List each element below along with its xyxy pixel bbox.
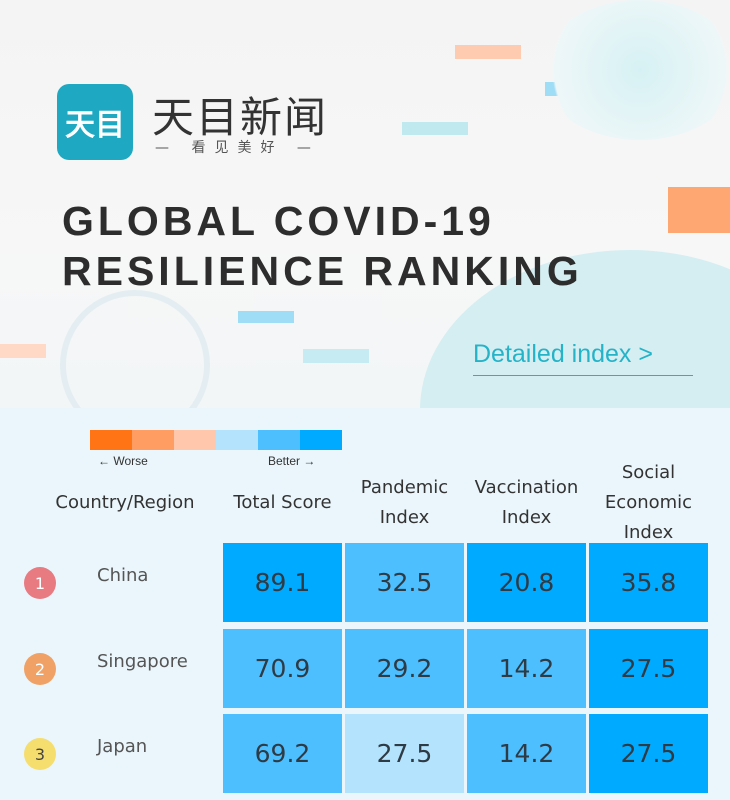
brand-logo: 天目 (57, 84, 133, 160)
legend-worse: ← Worse (98, 454, 148, 468)
score-cell: 35.8 (589, 543, 708, 622)
arrow-right-icon: → (303, 454, 316, 468)
score-cell: 20.8 (467, 543, 586, 622)
who-emblem-icon (60, 290, 210, 408)
score-cell: 27.5 (589, 714, 708, 793)
rank-badge: 3 (24, 738, 56, 770)
brand-slogan: — 看见美好 — (155, 140, 320, 156)
header-vaccination: Vaccination Index (474, 477, 579, 528)
decor-bar (238, 311, 294, 323)
score-cell: 69.2 (223, 714, 342, 793)
color-legend (90, 430, 342, 450)
hero-banner: 天目 天目新闻 — 看见美好 — GLOBAL COVID-19 RESILIE… (0, 0, 730, 408)
score-cell: 32.5 (345, 543, 464, 622)
header-pandemic: Pandemic Index (360, 477, 449, 528)
decor-bar (303, 349, 369, 363)
virus-icon (540, 0, 730, 140)
score-cell: 27.5 (589, 629, 708, 708)
header-total: Total Score (233, 492, 332, 513)
page-title: GLOBAL COVID-19 RESILIENCE RANKING (62, 196, 583, 296)
country-name: China (97, 565, 149, 586)
arrow-left-icon: ← (98, 454, 110, 468)
detailed-index-link[interactable]: Detailed index > (473, 340, 693, 376)
legend-swatch (258, 430, 300, 450)
legend-worse-label: Worse (113, 454, 148, 468)
legend-swatch (300, 430, 342, 450)
legend-swatch (132, 430, 174, 450)
score-cell: 29.2 (345, 629, 464, 708)
legend-swatch (174, 430, 216, 450)
decor-bar (402, 122, 468, 135)
title-line-1: GLOBAL COVID-19 (62, 198, 495, 244)
rank-badge: 1 (24, 567, 56, 599)
score-cell: 27.5 (345, 714, 464, 793)
legend-swatch (216, 430, 258, 450)
title-line-2: RESILIENCE RANKING (62, 248, 583, 294)
legend-better-label: Better (268, 454, 301, 468)
legend-swatch (90, 430, 132, 450)
decor-bar (0, 344, 46, 358)
country-name: Japan (97, 736, 148, 757)
score-cell: 14.2 (467, 629, 586, 708)
header-social-economic: Social Economic Index (604, 462, 693, 543)
decor-bar (455, 45, 521, 59)
score-cell: 70.9 (223, 629, 342, 708)
rank-badge: 2 (24, 653, 56, 685)
country-name: Singapore (97, 651, 188, 672)
header-country: Country/Region (55, 492, 195, 513)
brand-name: 天目新闻 (152, 93, 329, 142)
score-cell: 14.2 (467, 714, 586, 793)
score-cell: 89.1 (223, 543, 342, 622)
legend-better: Better → (268, 454, 315, 468)
decor-bar (668, 187, 730, 233)
